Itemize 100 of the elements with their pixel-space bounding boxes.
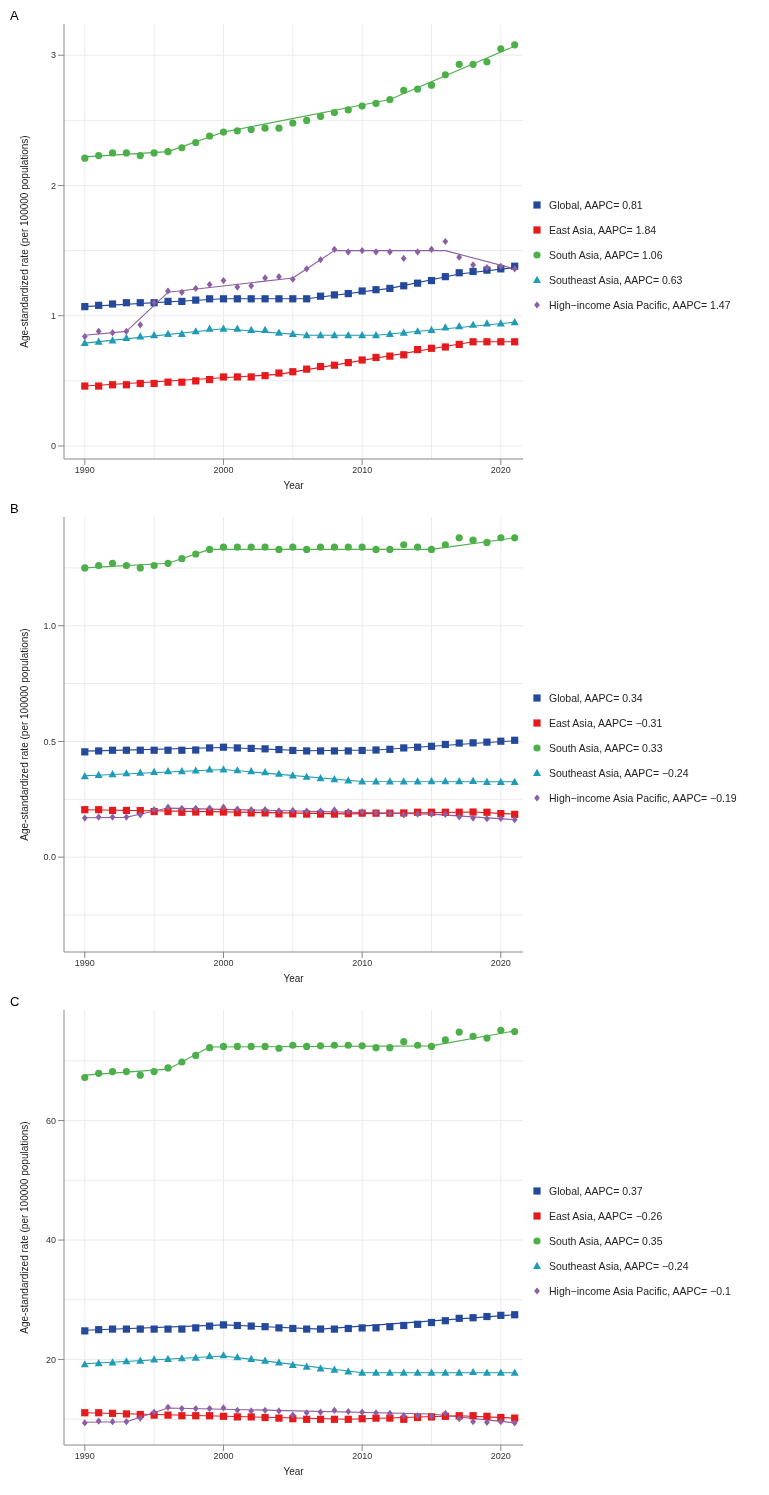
point	[136, 564, 144, 572]
point	[275, 124, 283, 132]
point	[385, 1368, 394, 1376]
point	[414, 346, 422, 354]
point	[95, 747, 103, 755]
point	[233, 1413, 241, 1421]
point	[164, 148, 172, 156]
point	[316, 292, 325, 300]
point	[80, 338, 89, 347]
point	[358, 1324, 366, 1332]
point	[206, 375, 214, 384]
point	[303, 1415, 311, 1423]
point	[164, 746, 172, 754]
point	[122, 561, 130, 570]
point	[511, 736, 519, 744]
point	[373, 248, 379, 256]
point	[164, 807, 172, 816]
point	[399, 1368, 408, 1376]
point	[469, 1314, 477, 1322]
point	[330, 291, 339, 299]
point	[386, 284, 394, 292]
point	[150, 767, 159, 775]
point	[247, 1354, 256, 1362]
legend-label: Global, AAPC= 0.37	[549, 1184, 643, 1197]
point	[136, 1071, 144, 1079]
point	[400, 254, 407, 263]
point	[385, 329, 394, 337]
point	[302, 772, 311, 780]
y-tick-label: 0	[50, 441, 56, 452]
point	[483, 338, 491, 346]
legend-label: High−income Asia Pacific, AAPC= −0.19	[549, 791, 737, 804]
point	[497, 534, 505, 542]
point	[248, 282, 255, 290]
x-tick-label: 2020	[490, 465, 511, 476]
point	[261, 1323, 269, 1331]
point	[344, 359, 352, 367]
point	[331, 245, 338, 253]
x-tick-label: 1990	[74, 1451, 95, 1462]
point	[275, 295, 283, 303]
point	[303, 545, 311, 553]
point	[344, 1367, 353, 1375]
point	[441, 1368, 450, 1376]
point	[275, 1044, 283, 1052]
point	[289, 368, 297, 376]
chart-title: A	[10, 8, 19, 23]
point	[220, 1404, 227, 1412]
point	[219, 1321, 228, 1329]
point	[94, 1358, 103, 1367]
point	[165, 287, 171, 295]
point	[386, 95, 394, 104]
point	[441, 1317, 449, 1325]
point	[108, 1067, 117, 1076]
point	[178, 1404, 185, 1413]
point	[192, 746, 200, 754]
point	[497, 1418, 504, 1426]
point	[483, 538, 491, 547]
point	[219, 324, 228, 332]
point	[122, 1410, 130, 1418]
point	[456, 813, 463, 821]
point	[178, 144, 186, 152]
point	[205, 765, 214, 773]
point	[122, 1357, 131, 1365]
point	[441, 71, 449, 79]
point	[289, 119, 297, 127]
point	[372, 353, 380, 362]
point	[233, 1042, 241, 1051]
point	[358, 356, 366, 364]
point	[275, 369, 283, 377]
point	[469, 60, 477, 68]
point	[316, 1415, 325, 1423]
point	[219, 543, 228, 551]
point	[150, 561, 158, 570]
point	[108, 300, 117, 308]
point	[455, 269, 463, 277]
point	[178, 1325, 186, 1333]
x-tick-label: 2010	[352, 1451, 373, 1462]
point	[247, 543, 255, 551]
point	[81, 303, 89, 311]
y-tick-label: 0.5	[43, 736, 56, 747]
point	[344, 1324, 352, 1333]
point	[372, 746, 380, 754]
point	[372, 1414, 380, 1422]
legend-label: Southeast Asia, AAPC= −0.24	[549, 1259, 689, 1272]
legend-label: Southeast Asia, AAPC= 0.63	[549, 273, 683, 286]
point	[386, 745, 394, 753]
point	[150, 1067, 158, 1076]
x-tick-label: 2020	[490, 1451, 511, 1462]
point	[344, 543, 352, 551]
point	[165, 803, 171, 811]
point	[373, 1409, 379, 1417]
point	[123, 813, 130, 821]
point	[330, 1041, 339, 1049]
point	[455, 1368, 464, 1376]
point	[400, 351, 408, 359]
point	[469, 1367, 478, 1376]
point	[219, 1351, 228, 1359]
point	[192, 1404, 199, 1413]
point	[164, 767, 172, 775]
point	[316, 1325, 325, 1333]
point	[81, 1409, 89, 1417]
